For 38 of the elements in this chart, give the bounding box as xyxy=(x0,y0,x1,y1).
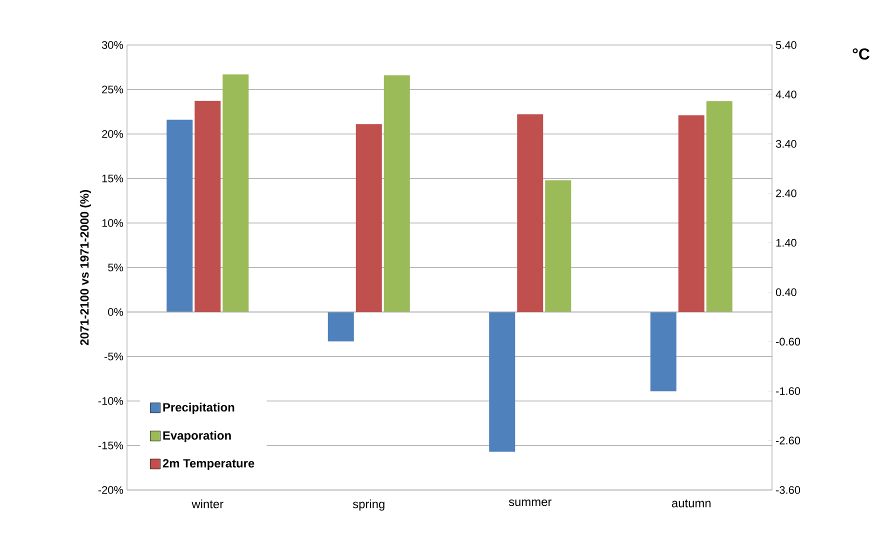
y-tick-label: -10% xyxy=(98,397,124,405)
x-tick-label: summer xyxy=(508,500,552,506)
bar xyxy=(328,312,354,342)
y-tick-label: 25% xyxy=(102,86,124,94)
y-tick-label: -15% xyxy=(98,442,124,450)
y2-tick-label: -0.60 xyxy=(776,338,800,346)
bar xyxy=(545,180,572,312)
y2-tick-label: 5.40 xyxy=(776,41,796,49)
legend-label: 2m Temperature xyxy=(162,459,254,470)
y-tick-label: 20% xyxy=(102,130,124,138)
y2-axis-title: °C xyxy=(852,48,870,60)
bar xyxy=(222,74,249,312)
x-tick-label: winter xyxy=(192,500,224,508)
y2-tick-label: 1.40 xyxy=(776,238,796,247)
legend-label: Precipitation xyxy=(163,402,234,414)
bar xyxy=(166,120,193,312)
bar xyxy=(706,101,732,312)
y-tick-label: 10% xyxy=(102,219,124,227)
y-axis-title: 2071-2100 vs 1971-2000 (%) xyxy=(80,190,92,346)
y-tick-label: 15% xyxy=(102,174,124,182)
y-tick-label: 0% xyxy=(108,308,124,316)
x-tick-label: spring xyxy=(352,500,384,511)
y2-tick-label: -3.60 xyxy=(776,486,800,494)
y-tick-label: 5% xyxy=(108,264,124,272)
y2-tick-label: 3.40 xyxy=(776,140,796,148)
y2-tick-label: -2.60 xyxy=(776,436,800,444)
y-tick-label: 30% xyxy=(102,41,124,49)
bar xyxy=(384,75,410,312)
x-tick-label: autumn xyxy=(672,500,711,508)
y2-tick-label: 0.40 xyxy=(776,288,796,296)
y2-tick-label: -1.60 xyxy=(776,387,800,395)
y-tick-label: -5% xyxy=(104,352,124,360)
legend-label: Evaporation xyxy=(163,430,231,442)
y-tick-label: -20% xyxy=(98,486,124,494)
bar xyxy=(489,312,516,452)
y2-tick-label: 4.40 xyxy=(776,90,796,98)
y2-tick-label: 2.40 xyxy=(776,189,796,198)
bar xyxy=(650,312,676,392)
